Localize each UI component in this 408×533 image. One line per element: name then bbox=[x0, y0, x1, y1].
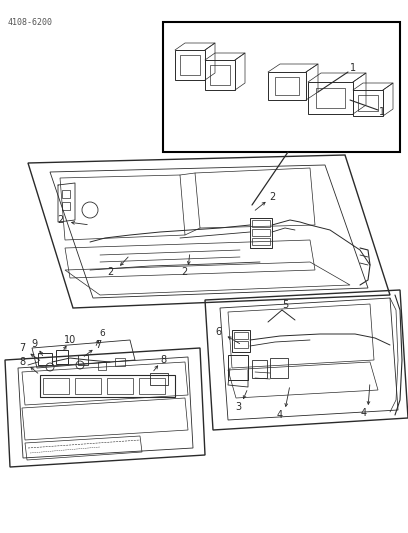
Text: 1: 1 bbox=[379, 107, 385, 117]
Text: 4: 4 bbox=[277, 410, 283, 420]
Text: 5: 5 bbox=[282, 300, 288, 310]
Bar bbox=[252, 360, 267, 378]
Bar bbox=[234, 341, 248, 348]
Bar bbox=[40, 375, 175, 397]
Bar bbox=[98, 362, 106, 370]
Bar bbox=[252, 238, 270, 245]
Bar bbox=[150, 373, 168, 385]
Bar bbox=[43, 378, 69, 394]
Text: 10: 10 bbox=[64, 335, 76, 345]
Text: 8: 8 bbox=[19, 357, 25, 367]
Text: 8: 8 bbox=[160, 355, 166, 365]
Text: 2: 2 bbox=[181, 267, 187, 277]
Bar bbox=[38, 353, 52, 365]
Text: 7: 7 bbox=[95, 340, 101, 350]
Bar bbox=[115, 358, 125, 366]
Text: 2: 2 bbox=[107, 267, 113, 277]
Text: 3: 3 bbox=[235, 402, 241, 412]
Bar bbox=[232, 330, 250, 352]
Text: 1: 1 bbox=[350, 63, 356, 73]
Text: 6: 6 bbox=[99, 328, 105, 337]
Text: 4108-6200: 4108-6200 bbox=[8, 18, 53, 27]
Bar bbox=[228, 355, 248, 380]
Bar bbox=[75, 378, 101, 394]
Bar bbox=[62, 202, 70, 210]
Bar bbox=[163, 22, 400, 152]
Bar bbox=[139, 378, 165, 394]
Text: 4: 4 bbox=[361, 408, 367, 418]
Bar bbox=[56, 350, 68, 364]
Text: 2: 2 bbox=[269, 192, 275, 202]
Bar bbox=[250, 218, 272, 248]
Bar bbox=[62, 190, 70, 198]
Bar bbox=[270, 358, 288, 378]
Text: 9: 9 bbox=[31, 339, 37, 349]
Bar bbox=[107, 378, 133, 394]
Bar bbox=[78, 355, 88, 365]
Bar bbox=[234, 332, 248, 339]
Text: 2: 2 bbox=[57, 215, 63, 225]
Bar bbox=[252, 220, 270, 227]
Bar bbox=[252, 229, 270, 236]
Text: 7: 7 bbox=[19, 343, 25, 353]
Text: 6: 6 bbox=[215, 327, 221, 337]
